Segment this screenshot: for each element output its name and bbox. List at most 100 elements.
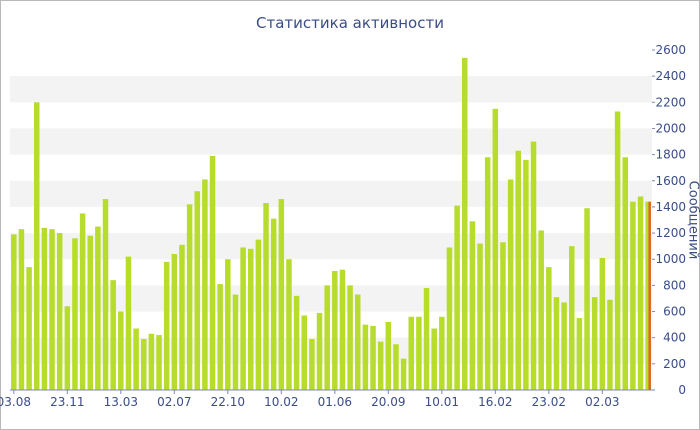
x-tick-label: 23.02	[532, 395, 566, 409]
grid-band	[10, 180, 652, 207]
bar	[553, 297, 560, 390]
bar	[568, 246, 575, 390]
bar	[56, 233, 63, 390]
bar	[492, 108, 499, 390]
grid-band	[10, 285, 652, 312]
bar	[439, 316, 445, 390]
bar	[240, 247, 246, 390]
bar	[270, 218, 277, 390]
x-tick-label: 10.02	[264, 395, 298, 409]
bar	[301, 315, 308, 390]
y-tick-label: 1800	[655, 148, 686, 162]
bar	[385, 322, 392, 390]
bar	[332, 271, 338, 390]
bar	[41, 227, 48, 390]
bar	[584, 208, 590, 390]
y-tick-label: 400	[663, 331, 686, 345]
bar	[286, 259, 292, 390]
bar	[599, 257, 606, 390]
bar	[500, 242, 506, 390]
bar	[102, 199, 109, 390]
bar	[255, 239, 262, 390]
x-tick-label: 03.08	[0, 395, 31, 409]
y-tick-label: 1400	[655, 200, 686, 214]
y-tick-label: 2000	[655, 121, 686, 135]
bar	[461, 57, 468, 390]
bar	[217, 284, 223, 390]
bar	[11, 234, 17, 390]
bar	[416, 316, 422, 390]
y-tick-label: 0	[678, 383, 686, 397]
bar	[515, 150, 522, 390]
bar	[339, 269, 346, 390]
bar	[209, 155, 216, 390]
bar	[484, 157, 491, 390]
bar	[622, 157, 629, 390]
bar	[194, 191, 201, 390]
bar	[156, 335, 162, 390]
bar	[454, 205, 460, 390]
bar	[186, 204, 193, 390]
bar	[309, 339, 315, 390]
bar	[576, 318, 583, 390]
bar	[33, 102, 40, 391]
bar	[316, 312, 323, 390]
bar	[362, 324, 369, 390]
bar	[538, 230, 544, 390]
y-tick-label: 1600	[655, 174, 686, 188]
bar	[140, 339, 147, 390]
x-tick-label: 02.07	[157, 395, 191, 409]
bar	[72, 238, 78, 390]
bar	[163, 261, 170, 390]
grid-band	[10, 128, 652, 155]
bar	[324, 285, 330, 390]
bar	[377, 341, 384, 390]
bar	[523, 159, 529, 390]
x-tick-label: 20.09	[371, 395, 405, 409]
bar	[546, 267, 552, 390]
bar	[125, 256, 132, 390]
bar	[347, 285, 353, 390]
x-tick-label: 22.10	[211, 395, 245, 409]
bar	[561, 302, 567, 390]
bar-highlight	[648, 201, 651, 390]
bar	[423, 288, 430, 390]
bar	[393, 344, 399, 390]
bar	[614, 111, 621, 390]
bar	[278, 199, 285, 390]
grid-band	[10, 76, 652, 103]
bar	[118, 311, 124, 390]
x-tick-label: 23.11	[50, 395, 84, 409]
bar	[247, 248, 254, 390]
bar	[630, 201, 636, 390]
y-tick-label: 1200	[655, 226, 686, 240]
bar	[530, 141, 537, 390]
grid-band	[10, 233, 652, 260]
bar	[202, 179, 208, 390]
bar	[95, 226, 101, 390]
bar	[408, 316, 415, 390]
x-tick-label: 16.02	[478, 395, 512, 409]
bar	[446, 247, 453, 390]
y-tick-label: 2600	[655, 43, 686, 57]
y-tick-label: 600	[663, 305, 686, 319]
bar	[637, 196, 644, 390]
bar-base	[645, 201, 651, 390]
bar	[49, 229, 55, 390]
bar	[477, 243, 483, 390]
bar	[469, 221, 476, 390]
bar	[431, 328, 437, 390]
bar	[26, 267, 32, 390]
bar	[179, 244, 185, 390]
x-tick-label: 02.03	[585, 395, 619, 409]
bar	[110, 280, 116, 390]
bar	[370, 325, 376, 390]
bar	[607, 299, 613, 390]
y-tick-label: 2400	[655, 69, 686, 83]
grid-band	[10, 337, 652, 364]
bar	[133, 328, 139, 390]
bar	[79, 213, 86, 390]
bar	[400, 358, 407, 390]
bar	[591, 297, 598, 390]
bar	[87, 235, 94, 390]
